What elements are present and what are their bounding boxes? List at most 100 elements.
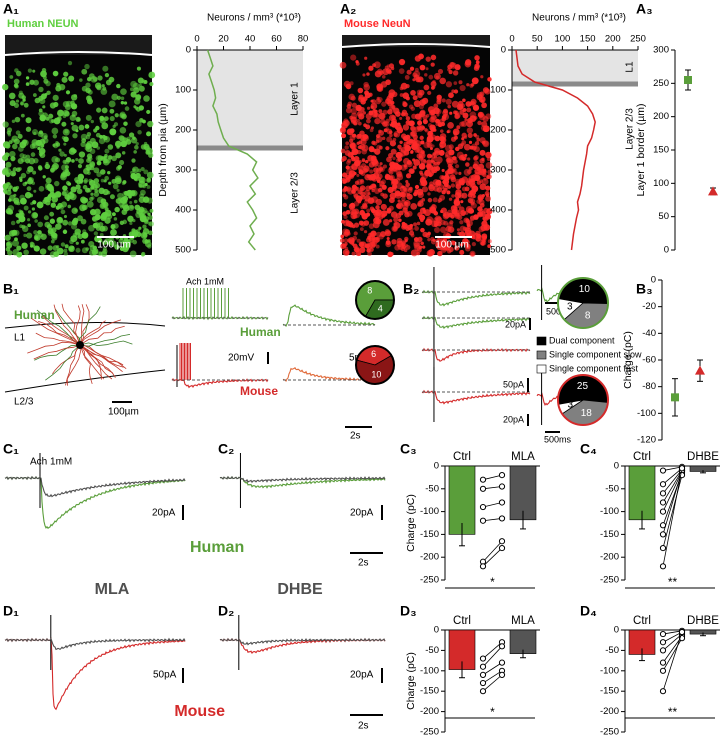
cell — [389, 133, 393, 138]
cell — [366, 208, 371, 213]
y-tick-label: -200 — [420, 552, 439, 563]
cell — [382, 218, 390, 226]
cell — [29, 241, 34, 246]
y-tick-label: -250 — [600, 575, 619, 586]
cell — [351, 251, 356, 256]
cell — [453, 198, 457, 203]
cell — [370, 175, 376, 181]
cell — [420, 241, 424, 246]
pair-line — [482, 646, 503, 667]
cell — [474, 63, 480, 70]
cell — [427, 231, 431, 236]
cell — [402, 92, 410, 99]
cell — [349, 138, 354, 143]
cell — [7, 205, 15, 212]
label: 50pA — [503, 379, 524, 389]
cell — [439, 144, 444, 149]
cell — [133, 199, 138, 204]
cell — [130, 172, 137, 180]
cell — [129, 250, 137, 258]
cell — [477, 206, 483, 212]
cell — [442, 185, 449, 191]
cell — [376, 96, 380, 100]
cell — [343, 231, 349, 237]
label: 2s — [358, 721, 369, 732]
cell — [25, 117, 32, 124]
x-tick-label: 150 — [580, 34, 596, 45]
cell — [450, 176, 457, 183]
cell — [453, 132, 458, 137]
cell — [64, 129, 69, 134]
y-tick-label: -50 — [425, 645, 439, 656]
dendrite — [42, 315, 81, 346]
cell — [16, 245, 22, 251]
cell — [479, 202, 485, 208]
cell — [443, 211, 451, 219]
cell — [61, 121, 67, 127]
cell — [443, 220, 449, 226]
cell — [128, 132, 135, 138]
cell — [95, 125, 100, 131]
cell — [114, 206, 120, 213]
cell — [431, 204, 437, 210]
cell — [440, 140, 444, 145]
cell — [135, 106, 141, 112]
cell — [445, 157, 452, 163]
cell — [149, 208, 154, 213]
cell — [419, 64, 426, 71]
cell — [21, 139, 28, 145]
pair-point — [479, 671, 487, 678]
cell — [398, 218, 402, 223]
slice-label: 10 — [371, 370, 381, 380]
label: L1 — [625, 61, 636, 73]
cell — [14, 116, 21, 123]
cell — [114, 113, 119, 118]
cell — [414, 184, 420, 190]
cell — [130, 91, 137, 98]
cell — [62, 100, 70, 108]
cell — [81, 247, 89, 254]
pair-line — [482, 540, 503, 563]
cell — [420, 172, 424, 176]
cell — [90, 119, 94, 124]
cell — [382, 109, 388, 115]
y-tick-label: -150 — [600, 686, 619, 697]
soma — [76, 341, 84, 349]
cell — [417, 113, 423, 119]
cell — [375, 139, 380, 144]
cell — [93, 167, 100, 174]
pair-point — [659, 531, 667, 538]
cell — [61, 164, 68, 171]
cell — [480, 75, 484, 79]
cell — [344, 246, 349, 251]
cell — [421, 97, 429, 105]
cell — [395, 151, 403, 159]
trace — [4, 475, 186, 498]
dendrite — [33, 344, 81, 360]
cell — [16, 219, 21, 224]
cell — [346, 103, 352, 109]
y-tick-label: 200 — [653, 111, 669, 122]
trace — [219, 637, 386, 646]
cell — [136, 66, 141, 71]
cell — [448, 246, 454, 253]
cell — [369, 169, 374, 174]
cell — [148, 71, 156, 79]
cell — [109, 194, 115, 200]
cell — [60, 209, 66, 215]
cell — [67, 221, 73, 226]
pair-point — [498, 659, 506, 666]
label: 20pA — [505, 319, 526, 329]
cell — [447, 163, 453, 169]
y-tick-label: 0 — [501, 45, 506, 56]
pair-point — [659, 481, 667, 488]
cell — [111, 212, 116, 217]
slice-label: 10 — [579, 284, 591, 295]
cell — [459, 109, 465, 115]
cell — [440, 207, 447, 214]
cell — [404, 243, 409, 247]
cell — [371, 140, 376, 145]
cell — [439, 129, 444, 133]
slice-label: 3 — [567, 301, 573, 312]
cell — [25, 169, 31, 175]
